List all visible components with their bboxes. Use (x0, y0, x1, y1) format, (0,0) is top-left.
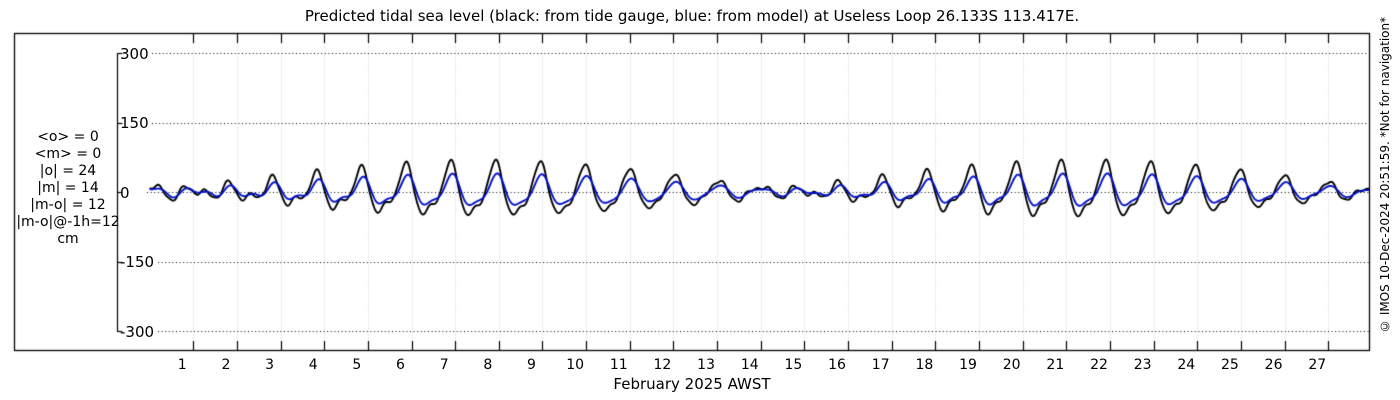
x-tick-label: 4 (308, 357, 318, 373)
stats-line: <o> = 0 (37, 129, 99, 145)
stats-line: |m-o| = 12 (30, 197, 106, 213)
x-tick-label: 15 (784, 357, 803, 373)
x-tick-label: 11 (609, 357, 628, 373)
x-tick-label: 5 (352, 357, 362, 373)
y-tick-label: -150 (120, 253, 155, 271)
x-tick-label: 8 (483, 357, 493, 373)
x-tick-label: 6 (396, 357, 405, 373)
x-tick-label: 18 (915, 357, 934, 373)
y-tick-label: 0 (120, 183, 130, 202)
stats-line: |m-o|@-1h=12 (16, 214, 120, 230)
x-tick-label: 20 (1002, 357, 1021, 373)
copyright-watermark: © IMOS 10-Dec-2024 20:51:59. *Not for na… (1378, 16, 1392, 334)
chart-title: Predicted tidal sea level (black: from t… (304, 7, 1080, 25)
x-tick-label: 19 (959, 357, 977, 373)
x-tick-label: 7 (439, 357, 449, 373)
stats-line: |m| = 14 (37, 180, 99, 196)
x-tick-label: 24 (1177, 357, 1196, 373)
stats-line: cm (57, 231, 79, 247)
x-axis-title: February 2025 AWST (613, 375, 771, 393)
x-tick-label: 1 (177, 357, 187, 373)
x-tick-label: 13 (697, 357, 715, 373)
x-tick-label: 10 (566, 357, 585, 373)
x-tick-label: 25 (1221, 357, 1239, 373)
stats-block: <o> = 0 <m> = 0 |o| = 24 |m| = 14 |m-o| … (12, 129, 124, 248)
x-tick-label: 27 (1308, 357, 1327, 373)
stats-line: <m> = 0 (34, 146, 102, 162)
x-tick-label: 26 (1264, 357, 1283, 373)
x-tick-label: 2 (221, 357, 231, 373)
x-tick-label: 23 (1133, 357, 1152, 373)
y-tick-label: 150 (120, 114, 149, 132)
x-tick-label: 14 (740, 357, 759, 373)
x-tick-label: 12 (653, 357, 672, 373)
x-tick-label: 17 (871, 357, 890, 373)
x-tick-label: 21 (1046, 357, 1065, 373)
x-tick-label: 9 (527, 357, 536, 373)
y-tick-label: 300 (120, 44, 149, 63)
y-tick-label: -300 (120, 322, 155, 341)
x-tick-label: 22 (1090, 357, 1108, 373)
x-tick-label: 3 (265, 357, 274, 373)
x-tick-label: 16 (828, 357, 846, 373)
stats-line: |o| = 24 (39, 163, 97, 179)
